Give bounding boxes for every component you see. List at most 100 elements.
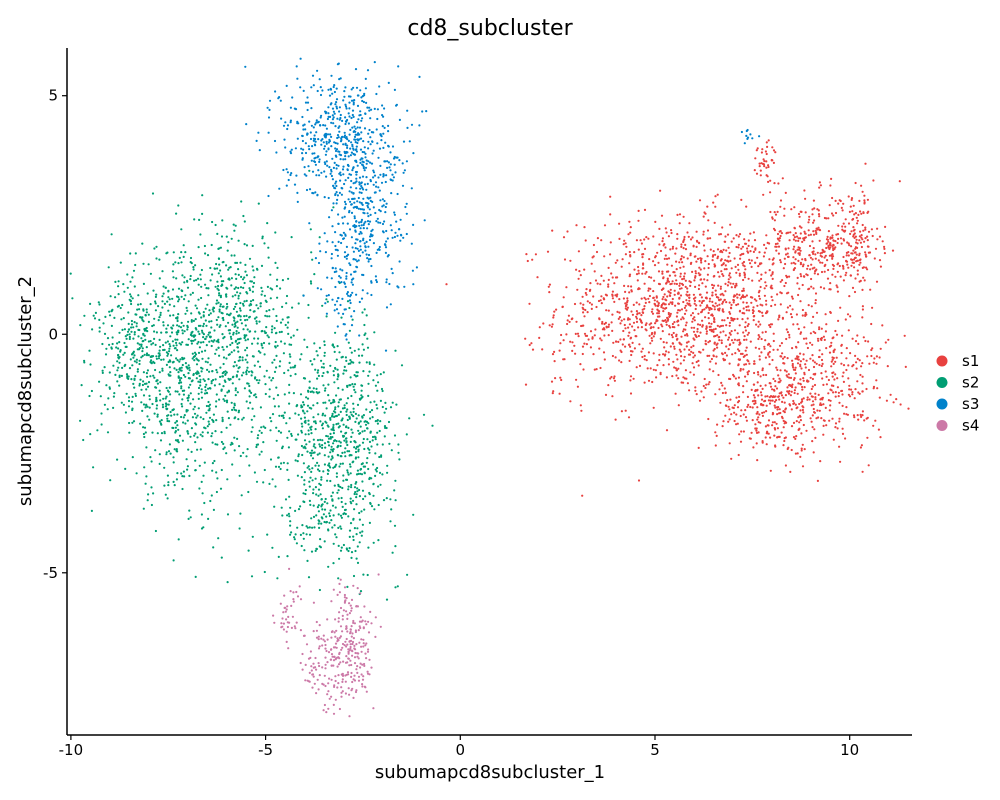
point-s2 — [193, 279, 196, 282]
point-s1 — [610, 321, 613, 324]
point-s1 — [776, 408, 779, 411]
point-s1 — [811, 240, 814, 243]
point-s1 — [830, 341, 833, 344]
point-s1 — [818, 328, 821, 331]
point-s2 — [176, 349, 179, 352]
point-s2 — [368, 477, 371, 481]
point-s1 — [755, 149, 758, 152]
point-s1 — [647, 237, 650, 240]
point-s2 — [338, 440, 341, 443]
point-s2 — [220, 556, 223, 559]
point-s2 — [370, 505, 374, 508]
point-s1 — [652, 290, 655, 293]
point-s2 — [178, 393, 181, 396]
point-s2 — [146, 499, 149, 502]
point-s1 — [546, 250, 550, 253]
point-s2 — [145, 372, 148, 375]
point-s1 — [777, 252, 781, 255]
point-s2 — [366, 438, 369, 441]
point-s1 — [694, 275, 697, 278]
point-s2 — [297, 453, 300, 456]
point-s1 — [836, 377, 839, 380]
point-s1 — [821, 362, 824, 365]
point-s2 — [363, 447, 366, 451]
point-s2 — [216, 280, 219, 283]
point-s2 — [209, 363, 212, 366]
point-s2 — [241, 418, 244, 421]
point-s2 — [379, 399, 382, 402]
point-s2 — [83, 361, 86, 364]
point-s2 — [252, 281, 256, 285]
point-s1 — [721, 273, 724, 276]
point-s1 — [810, 404, 813, 407]
point-s2 — [217, 316, 220, 319]
point-s1 — [616, 259, 619, 262]
point-s1 — [738, 395, 741, 398]
point-s1 — [774, 303, 777, 306]
point-s2 — [109, 479, 112, 482]
point-s2 — [353, 374, 356, 377]
point-s2 — [175, 478, 178, 481]
point-s2 — [246, 354, 249, 357]
point-s1 — [822, 249, 825, 252]
point-s2 — [169, 410, 172, 414]
point-s2 — [157, 357, 161, 360]
point-s2 — [213, 329, 216, 332]
point-s2 — [337, 413, 340, 416]
point-s2 — [367, 467, 370, 471]
point-s2 — [140, 345, 143, 348]
point-s1 — [559, 342, 562, 345]
point-s1 — [765, 141, 768, 144]
point-s1 — [595, 368, 598, 371]
point-s2 — [376, 422, 379, 425]
point-s2 — [209, 499, 212, 503]
point-s2 — [295, 438, 298, 441]
point-s1 — [692, 344, 695, 347]
point-s1 — [712, 201, 715, 204]
point-s2 — [153, 317, 156, 320]
point-s1 — [627, 416, 631, 419]
point-s1 — [840, 351, 843, 355]
point-s2 — [339, 525, 342, 528]
point-s2 — [186, 419, 189, 422]
point-s2 — [381, 443, 384, 446]
point-s1 — [604, 393, 608, 396]
point-s2 — [273, 370, 277, 373]
point-s2 — [199, 416, 202, 419]
point-s1 — [751, 419, 754, 422]
point-s1 — [743, 274, 746, 277]
point-s2 — [300, 404, 303, 407]
point-s2 — [315, 514, 318, 517]
point-s2 — [289, 366, 292, 369]
point-s3 — [326, 133, 330, 136]
point-s1 — [673, 321, 676, 324]
point-s2 — [172, 360, 175, 363]
point-s1 — [650, 276, 653, 279]
point-s2 — [154, 300, 157, 303]
point-s2 — [172, 461, 175, 464]
point-s2 — [313, 342, 316, 345]
point-s1 — [708, 381, 711, 384]
point-s2 — [374, 468, 377, 471]
point-s1 — [779, 234, 782, 238]
point-s1 — [786, 306, 790, 309]
point-s1 — [739, 352, 743, 355]
point-s1 — [760, 151, 764, 154]
point-s1 — [850, 245, 853, 248]
point-s2 — [257, 202, 260, 205]
point-s2 — [222, 356, 226, 359]
point-s2 — [106, 408, 109, 411]
point-s2 — [364, 495, 367, 498]
point-s1 — [801, 405, 804, 408]
point-s1 — [834, 240, 837, 243]
point-s1 — [807, 264, 810, 267]
point-s1 — [649, 287, 652, 290]
point-s2 — [168, 443, 171, 446]
point-s1 — [575, 268, 578, 271]
point-s2 — [100, 423, 103, 426]
point-s1 — [635, 301, 638, 304]
point-s1 — [812, 403, 815, 406]
point-s2 — [393, 489, 396, 492]
point-s2 — [325, 298, 328, 301]
point-s2 — [119, 350, 122, 353]
